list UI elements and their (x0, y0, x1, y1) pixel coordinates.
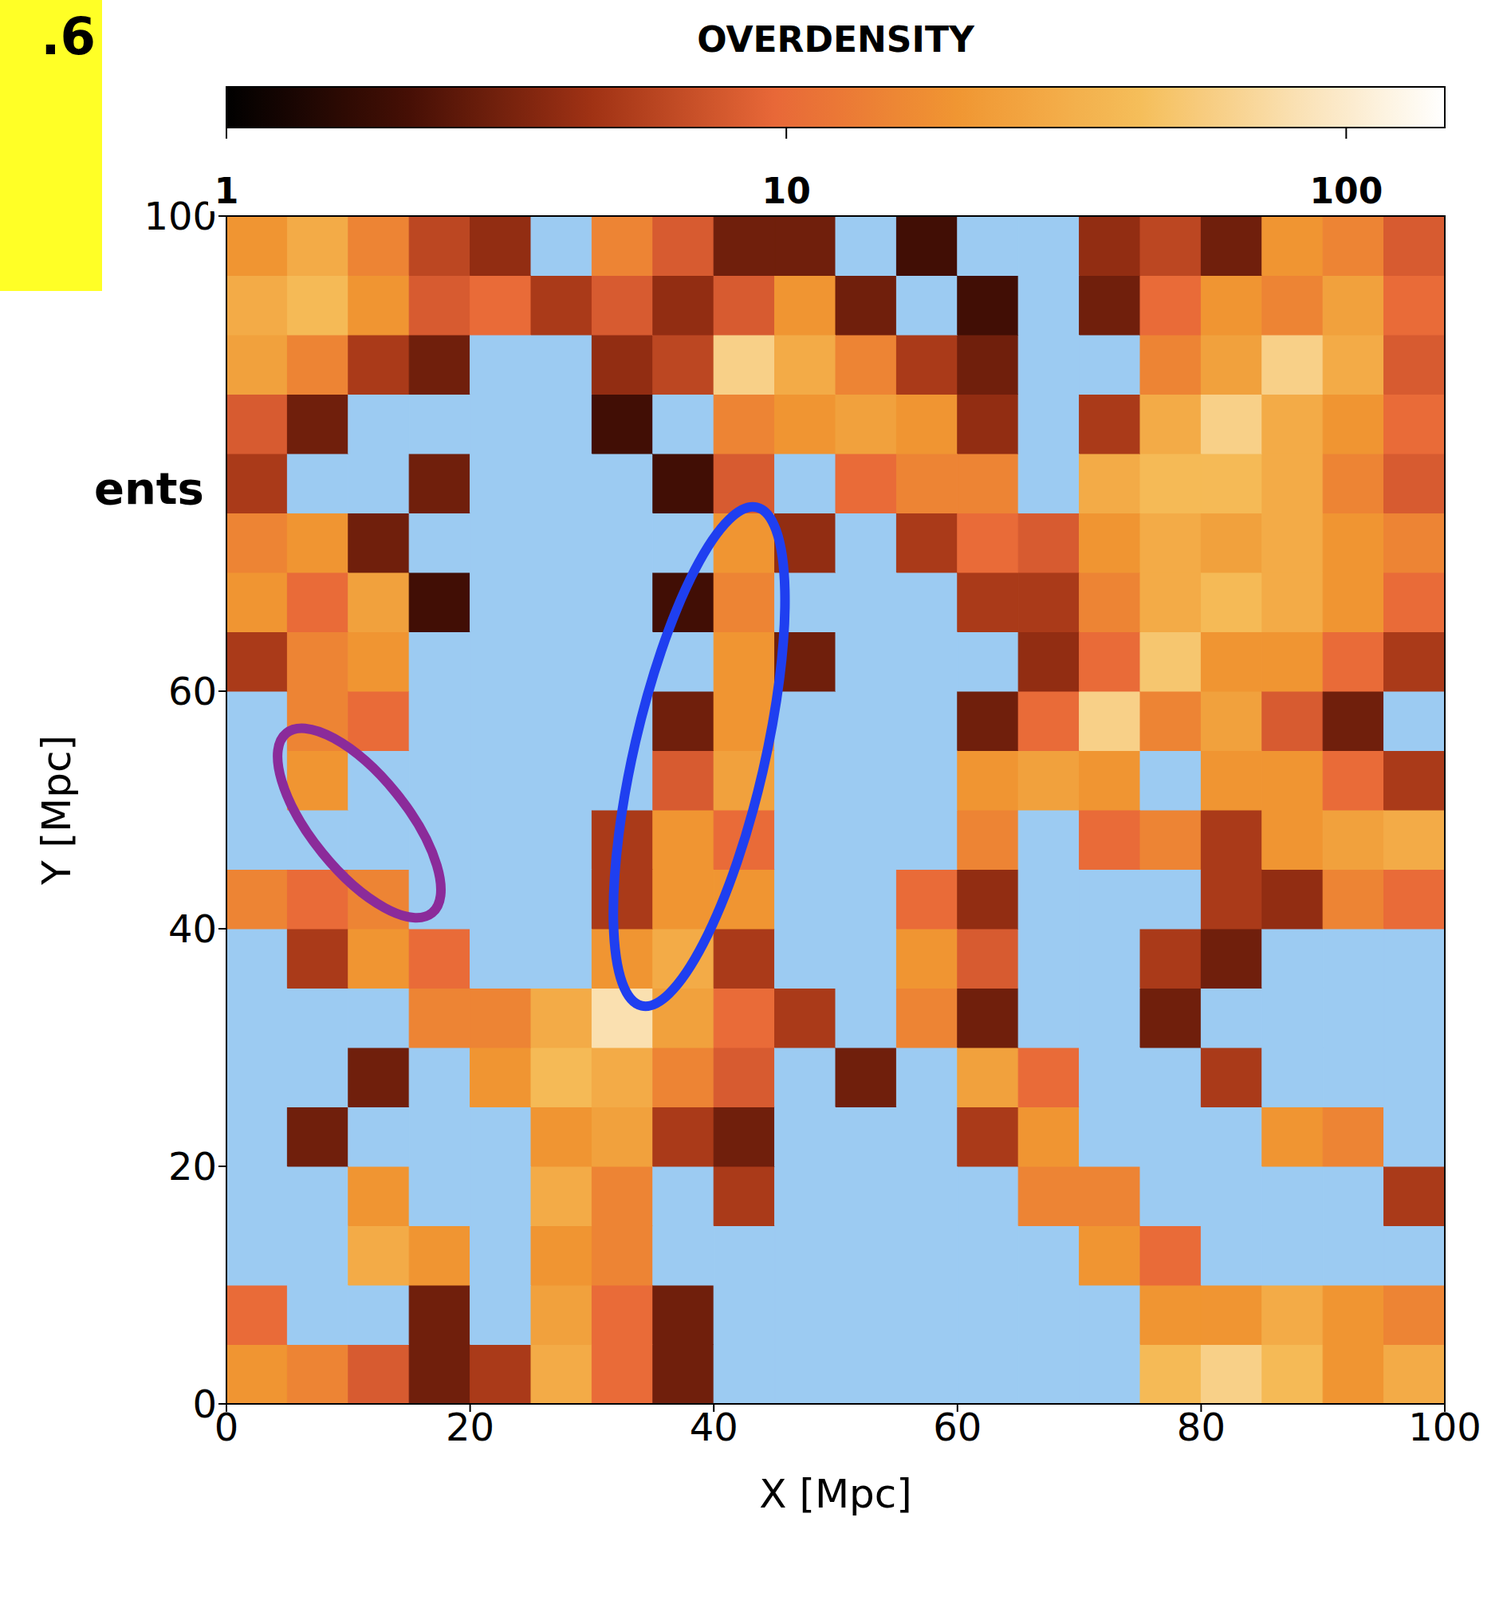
svg-text:100: 100 (143, 193, 217, 239)
svg-text:20: 20 (168, 1144, 217, 1189)
svg-text:80: 80 (1176, 1404, 1226, 1450)
html-text:1: 1 (214, 170, 239, 212)
svg-text:20: 20 (445, 1404, 495, 1450)
html-text:OVERDENSITY: OVERDENSITY (697, 19, 975, 60)
svg-text:0: 0 (214, 1404, 240, 1450)
svg-text:Y [Mpc]: Y [Mpc] (33, 735, 80, 886)
svg-text:60: 60 (932, 1404, 982, 1450)
svg-text:0: 0 (192, 1381, 217, 1427)
html-text:ents: ents (94, 462, 205, 515)
svg-text:40: 40 (689, 1404, 739, 1450)
html-text:.6: .6 (40, 7, 96, 67)
html-text:10: 10 (761, 170, 811, 212)
svg-text:60: 60 (168, 668, 217, 714)
html-text:100: 100 (1309, 170, 1383, 212)
svg-text:X [Mpc]: X [Mpc] (759, 1471, 913, 1518)
svg-text:100: 100 (1408, 1404, 1482, 1450)
svg-text:40: 40 (168, 906, 217, 952)
